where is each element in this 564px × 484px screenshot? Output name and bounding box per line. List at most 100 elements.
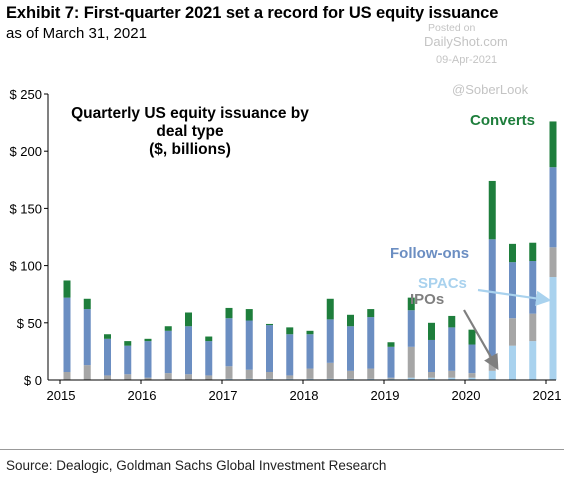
bar-stack-2019Q4 <box>448 315 456 380</box>
bar-converts-2016Q2 <box>164 326 172 331</box>
bar-converts-2015Q4 <box>124 341 132 346</box>
x-tick-label: 2019 <box>371 388 400 403</box>
bar-groups <box>63 121 557 380</box>
bar-ipos-2017Q1 <box>225 366 233 379</box>
bar-converts-2016Q1 <box>144 338 152 342</box>
bar-spacs-2019Q3 <box>428 377 435 380</box>
bar-stack-2018Q3 <box>347 314 354 380</box>
bar-stack-2015Q3 <box>104 334 111 380</box>
bar-spacs-2017Q3 <box>266 378 273 380</box>
bar-stack-2015Q2 <box>83 298 91 380</box>
bar-stack-2016Q2 <box>164 326 172 380</box>
bar-followons-2015Q4 <box>124 345 132 375</box>
bar-stack-2016Q4 <box>205 336 213 380</box>
series-label-ipos: IPOs <box>410 291 444 308</box>
bar-spacs-2019Q2 <box>407 377 415 380</box>
bar-followons-2016Q4 <box>205 341 213 376</box>
bar-followons-2019Q1 <box>387 346 395 378</box>
bar-ipos-2015Q3 <box>104 375 111 380</box>
x-tick-label: 2017 <box>209 388 238 403</box>
bar-converts-2019Q1 <box>387 342 395 347</box>
bar-ipos-2019Q2 <box>407 346 415 378</box>
bar-followons-2020Q1 <box>468 344 476 374</box>
bar-stack-2018Q1 <box>306 330 314 380</box>
footer-divider <box>0 449 564 450</box>
bar-spacs-2020Q1 <box>468 377 476 380</box>
bar-converts-2017Q3 <box>266 323 273 326</box>
bar-converts-2018Q3 <box>347 314 354 327</box>
bar-followons-2016Q2 <box>164 330 172 374</box>
bar-ipos-2018Q1 <box>306 368 314 379</box>
bar-ipos-2020Q1 <box>468 373 476 378</box>
exhibit-subtitle: as of March 31, 2021 <box>6 25 147 42</box>
bar-followons-2018Q3 <box>347 326 354 371</box>
bar-stack-2020Q1 <box>468 329 476 380</box>
bar-followons-2017Q1 <box>225 318 233 367</box>
bar-followons-2019Q2 <box>407 310 415 347</box>
bar-spacs-2018Q2 <box>326 378 334 380</box>
bar-followons-2018Q4 <box>367 317 375 369</box>
series-label-spacs: SPACs <box>418 275 467 292</box>
bar-spacs-2017Q2 <box>245 378 253 380</box>
bar-converts-2019Q4 <box>448 315 456 328</box>
bar-converts-2020Q3 <box>509 243 516 263</box>
bar-ipos-2016Q2 <box>164 373 172 380</box>
bar-converts-2020Q1 <box>468 329 476 345</box>
bar-converts-2020Q4 <box>529 242 537 262</box>
arrow-spacs <box>477 288 552 306</box>
chart-inner-title-line: deal type <box>156 123 224 140</box>
bar-converts-2019Q3 <box>428 322 435 340</box>
bar-followons-2017Q4 <box>286 334 294 376</box>
x-tick-label: 2018 <box>290 388 319 403</box>
x-tick-label: 2021 <box>533 388 562 403</box>
bar-converts-2017Q1 <box>225 307 233 319</box>
bar-spacs-2021Q1 <box>549 277 557 380</box>
bar-spacs-2020Q2 <box>488 370 496 380</box>
bar-spacs-2018Q3 <box>347 378 354 380</box>
bar-followons-2020Q3 <box>509 262 516 319</box>
bar-ipos-2021Q1 <box>549 247 557 278</box>
bar-ipos-2018Q4 <box>367 368 375 379</box>
bar-stack-2019Q2 <box>407 297 415 380</box>
bar-stack-2020Q4 <box>529 242 537 380</box>
bar-converts-2018Q4 <box>367 309 375 318</box>
bar-stack-2018Q2 <box>326 298 334 380</box>
bar-spacs-2019Q4 <box>448 377 456 380</box>
bar-ipos-2015Q2 <box>83 365 91 380</box>
y-tick-label: $ 0 <box>24 373 42 388</box>
bar-followons-2016Q3 <box>185 326 192 375</box>
watermark-site: DailyShot.com <box>424 34 508 49</box>
bar-followons-2016Q1 <box>144 341 152 378</box>
y-tick-label: $ 50 <box>17 316 42 331</box>
bar-converts-2016Q3 <box>185 312 192 327</box>
source-note: Source: Dealogic, Goldman Sachs Global I… <box>6 458 387 473</box>
y-tick-label: $ 100 <box>9 259 42 274</box>
y-tick-label: $ 250 <box>9 87 42 102</box>
bar-converts-2015Q2 <box>83 298 91 310</box>
bar-ipos-2020Q4 <box>529 313 537 342</box>
chart-inner-title-line: ($, billions) <box>149 141 231 158</box>
bar-followons-2015Q3 <box>104 338 111 376</box>
bar-followons-2017Q2 <box>245 320 253 370</box>
chart-inner-title-line: Quarterly US equity issuance by <box>71 105 309 122</box>
bar-ipos-2017Q3 <box>266 371 273 379</box>
watermark-posted: Posted on <box>428 22 476 34</box>
bar-stack-2017Q1 <box>225 307 233 380</box>
bar-stack-2018Q4 <box>367 309 375 380</box>
bar-converts-2016Q4 <box>205 336 213 342</box>
bar-spacs-2020Q3 <box>509 345 516 380</box>
bar-converts-2017Q2 <box>245 309 253 321</box>
bar-followons-2017Q3 <box>266 325 273 372</box>
bar-stack-2020Q3 <box>509 243 516 380</box>
bar-ipos-2017Q2 <box>245 369 253 379</box>
bar-stack-2021Q1 <box>549 121 557 380</box>
bar-stack-2017Q3 <box>266 323 273 380</box>
bar-converts-2015Q3 <box>104 334 111 339</box>
bar-followons-2019Q4 <box>448 327 456 371</box>
watermark-handle: @SoberLook <box>452 82 529 97</box>
bar-followons-2021Q1 <box>549 167 557 248</box>
bar-ipos-2019Q3 <box>428 371 435 378</box>
bar-ipos-2018Q3 <box>347 370 354 379</box>
bar-ipos-2016Q1 <box>144 377 152 380</box>
stacked-bar-chart: $ 0 $ 50 $ 100 $ 150 $ 200 $ 250 2015 2016 2017 2… <box>9 87 562 403</box>
